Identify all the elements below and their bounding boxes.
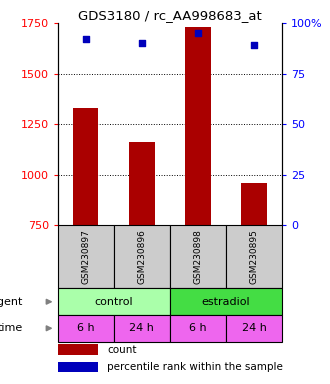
Bar [242, 183, 267, 225]
Text: 24 h: 24 h [242, 323, 267, 333]
Point [83, 36, 88, 42]
FancyBboxPatch shape [170, 225, 226, 288]
Text: agent: agent [0, 297, 23, 307]
Bar [58, 344, 98, 355]
Text: 6 h: 6 h [189, 323, 207, 333]
FancyBboxPatch shape [58, 225, 114, 288]
FancyBboxPatch shape [58, 288, 170, 315]
Text: control: control [94, 297, 133, 307]
Point [251, 42, 257, 48]
FancyBboxPatch shape [226, 225, 282, 288]
Text: 6 h: 6 h [77, 323, 95, 333]
Bar [73, 108, 98, 225]
FancyBboxPatch shape [226, 315, 282, 341]
Text: percentile rank within the sample: percentile rank within the sample [107, 362, 283, 372]
FancyBboxPatch shape [114, 315, 170, 341]
Text: GSM230896: GSM230896 [137, 229, 147, 284]
Text: count: count [107, 344, 137, 354]
FancyBboxPatch shape [170, 315, 226, 341]
Bar [185, 27, 211, 225]
Title: GDS3180 / rc_AA998683_at: GDS3180 / rc_AA998683_at [78, 9, 262, 22]
Text: estradiol: estradiol [202, 297, 250, 307]
Point [139, 40, 145, 46]
Text: 24 h: 24 h [129, 323, 154, 333]
Text: GSM230897: GSM230897 [81, 229, 90, 284]
FancyBboxPatch shape [114, 225, 170, 288]
Bar [58, 362, 98, 372]
Text: GSM230898: GSM230898 [193, 229, 203, 284]
Point [195, 30, 201, 36]
Text: time: time [0, 323, 23, 333]
Bar [129, 142, 154, 225]
Text: GSM230895: GSM230895 [249, 229, 259, 284]
FancyBboxPatch shape [170, 288, 282, 315]
FancyBboxPatch shape [58, 315, 114, 341]
